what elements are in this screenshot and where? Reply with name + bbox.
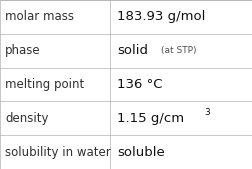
Text: solid: solid — [117, 44, 148, 57]
Text: 3: 3 — [204, 108, 210, 117]
Text: solubility in water: solubility in water — [5, 146, 111, 159]
Text: melting point: melting point — [5, 78, 84, 91]
Text: phase: phase — [5, 44, 41, 57]
Text: 1.15 g/cm: 1.15 g/cm — [117, 112, 184, 125]
Text: (at STP): (at STP) — [161, 46, 197, 55]
Text: 183.93 g/mol: 183.93 g/mol — [117, 10, 206, 23]
Text: 136 °C: 136 °C — [117, 78, 163, 91]
Text: density: density — [5, 112, 49, 125]
Text: soluble: soluble — [117, 146, 165, 159]
Text: molar mass: molar mass — [5, 10, 74, 23]
